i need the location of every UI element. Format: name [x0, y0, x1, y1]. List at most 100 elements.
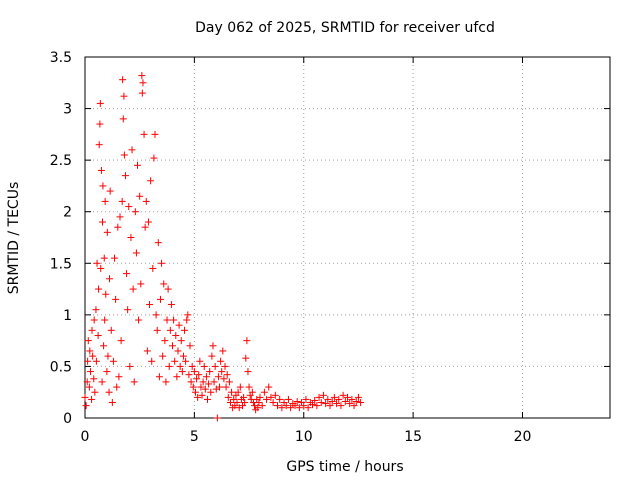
data-point [162, 378, 170, 386]
data-point [136, 192, 144, 200]
data-point [265, 383, 273, 391]
x-tick-label: 20 [514, 429, 532, 445]
data-point [86, 347, 94, 355]
data-point [126, 362, 134, 370]
data-point [123, 270, 131, 278]
tick-marks [84, 56, 610, 419]
data-point [200, 362, 208, 370]
data-point [150, 154, 158, 162]
data-point [132, 249, 140, 257]
data-point [119, 76, 127, 84]
data-point [95, 285, 103, 293]
x-axis-label: GPS time / hours [286, 459, 403, 475]
data-point [255, 399, 263, 407]
data-point [89, 352, 97, 360]
data-point [138, 89, 146, 97]
data-point [171, 357, 179, 365]
data-point [309, 401, 316, 409]
data-point [152, 311, 160, 319]
data-point [256, 393, 264, 401]
data-point [159, 352, 167, 360]
data-point [97, 166, 105, 174]
y-tick-label: 2 [63, 205, 72, 221]
y-tick-label: 0.5 [50, 359, 72, 375]
data-point [90, 375, 98, 383]
data-point [106, 187, 114, 195]
data-point [153, 326, 161, 334]
data-point [127, 234, 135, 241]
data-point [85, 383, 93, 391]
plot-frame [84, 56, 611, 419]
y-tick-label: 1 [63, 308, 72, 324]
data-point [103, 368, 111, 376]
data-point [302, 395, 310, 403]
data-point [84, 357, 92, 365]
data-point [144, 218, 152, 226]
data-point [81, 393, 89, 401]
plot-border [84, 56, 611, 419]
data-point [240, 393, 248, 401]
data-point [102, 290, 110, 298]
data-point [181, 326, 189, 334]
data-point [339, 391, 347, 399]
data-point [188, 362, 196, 370]
data-point [142, 197, 150, 205]
data-point [282, 402, 290, 410]
data-point [216, 383, 224, 391]
data-point [109, 357, 117, 365]
data-point [90, 316, 98, 324]
data-point [198, 391, 206, 399]
data-point [218, 368, 226, 376]
data-point [191, 388, 199, 396]
data-point [130, 378, 138, 386]
data-point [96, 120, 104, 128]
data-point [175, 321, 183, 329]
data-point [108, 399, 116, 407]
data-point [226, 399, 234, 407]
data-point [210, 378, 218, 386]
data-point [287, 404, 295, 412]
data-point [99, 182, 107, 190]
data-point [114, 223, 122, 231]
data-point [233, 399, 241, 407]
data-point [269, 399, 277, 407]
data-point [346, 400, 354, 408]
data-point [173, 373, 181, 381]
data-point [148, 357, 156, 365]
data-point [125, 203, 133, 211]
data-point [202, 373, 210, 381]
data-point [166, 326, 174, 334]
y-tick-label: 1.5 [50, 256, 72, 272]
data-point [88, 326, 96, 334]
data-point [344, 393, 351, 401]
data-point [208, 352, 216, 360]
data-point [176, 362, 184, 370]
data-point [197, 383, 205, 391]
data-point [214, 373, 222, 381]
data-point [100, 254, 108, 262]
data-point [84, 337, 92, 345]
data-point [206, 368, 214, 376]
data-point [115, 373, 123, 381]
data-point [98, 378, 106, 386]
data-point [107, 326, 115, 334]
data-point [117, 337, 125, 345]
data-point [248, 388, 256, 396]
data-point [118, 197, 126, 205]
data-point [147, 177, 155, 185]
data-point [101, 197, 109, 205]
data-point [83, 378, 91, 386]
data-point [217, 357, 225, 365]
data-point [156, 295, 164, 303]
data-point [182, 357, 190, 365]
data-point [95, 141, 103, 149]
data-point [112, 295, 120, 303]
data-point [193, 375, 201, 383]
data-point [293, 397, 301, 405]
data-point [220, 375, 228, 383]
data-point [341, 397, 349, 405]
data-point [313, 402, 321, 410]
data-point [124, 306, 132, 314]
data-point [160, 280, 168, 288]
data-points [81, 72, 365, 422]
